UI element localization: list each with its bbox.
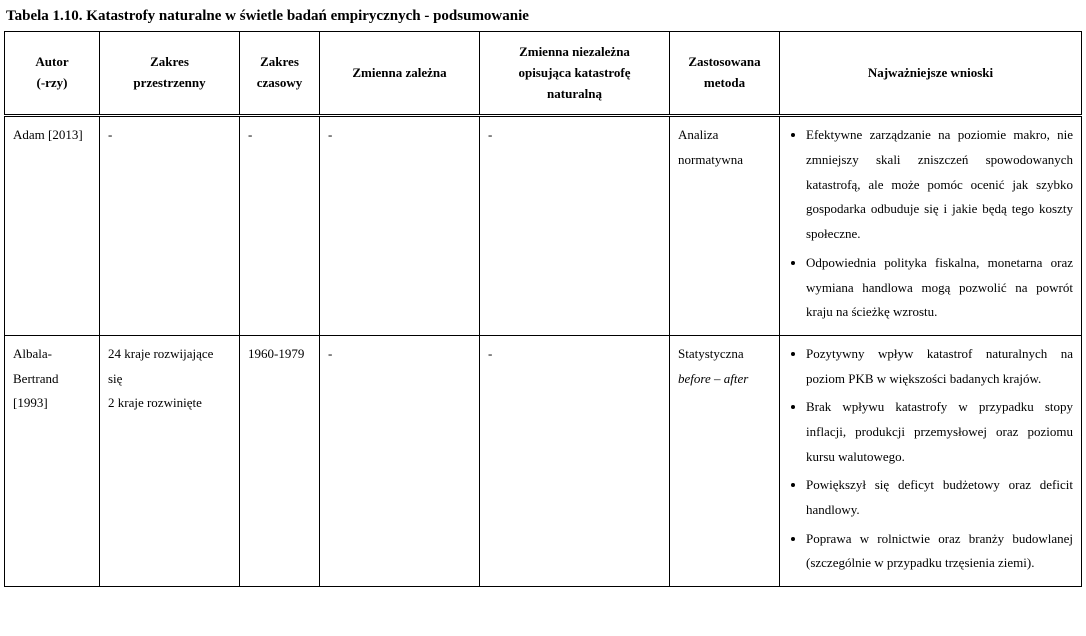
conclusion-item: Poprawa w rolnictwie oraz branży budowla… xyxy=(806,527,1073,576)
table-title: Tabela 1.10. Katastrofy naturalne w świe… xyxy=(6,8,1082,25)
col-header-method: Zastosowanametoda xyxy=(670,32,780,116)
conclusions-list: Efektywne zarządzanie na poziomie makro,… xyxy=(788,123,1073,325)
conclusions-list: Pozytywny wpływ katastrof naturalnych na… xyxy=(788,342,1073,576)
summary-table: Autor(-rzy) Zakresprzestrzenny Zakrescza… xyxy=(4,31,1082,587)
col-header-concl: Najważniejsze wnioski xyxy=(780,32,1082,116)
conclusion-item: Odpowiednia polityka fiskalna, monetarna… xyxy=(806,251,1073,325)
conclusion-item: Pozytywny wpływ katastrof naturalnych na… xyxy=(806,342,1073,391)
table-header-row: Autor(-rzy) Zakresprzestrzenny Zakrescza… xyxy=(5,32,1082,116)
cell-dep: - xyxy=(320,116,480,336)
cell-author: Albala-Bertrand [1993] xyxy=(5,335,100,586)
col-header-author: Autor(-rzy) xyxy=(5,32,100,116)
cell-dep: - xyxy=(320,335,480,586)
conclusion-item: Powiększył się deficyt budżetowy oraz de… xyxy=(806,473,1073,522)
cell-method: Statystycznabefore – after xyxy=(670,335,780,586)
cell-indep: - xyxy=(480,335,670,586)
cell-conclusions: Efektywne zarządzanie na poziomie makro,… xyxy=(780,116,1082,336)
cell-spatial: 24 kraje rozwijające się2 kraje rozwinię… xyxy=(100,335,240,586)
cell-time: - xyxy=(240,116,320,336)
table-row: Albala-Bertrand [1993]24 kraje rozwijają… xyxy=(5,335,1082,586)
col-header-time: Zakresczasowy xyxy=(240,32,320,116)
cell-spatial: - xyxy=(100,116,240,336)
col-header-spatial: Zakresprzestrzenny xyxy=(100,32,240,116)
col-header-dep: Zmienna zależna xyxy=(320,32,480,116)
conclusion-item: Brak wpływu katastrofy w przypadku stopy… xyxy=(806,395,1073,469)
cell-conclusions: Pozytywny wpływ katastrof naturalnych na… xyxy=(780,335,1082,586)
cell-time: 1960-1979 xyxy=(240,335,320,586)
conclusion-item: Efektywne zarządzanie na poziomie makro,… xyxy=(806,123,1073,246)
cell-method: Analiza normatywna xyxy=(670,116,780,336)
cell-author: Adam [2013] xyxy=(5,116,100,336)
table-row: Adam [2013]----Analiza normatywnaEfektyw… xyxy=(5,116,1082,336)
cell-indep: - xyxy=(480,116,670,336)
col-header-indep: Zmienna niezależnaopisująca katastrofęna… xyxy=(480,32,670,116)
